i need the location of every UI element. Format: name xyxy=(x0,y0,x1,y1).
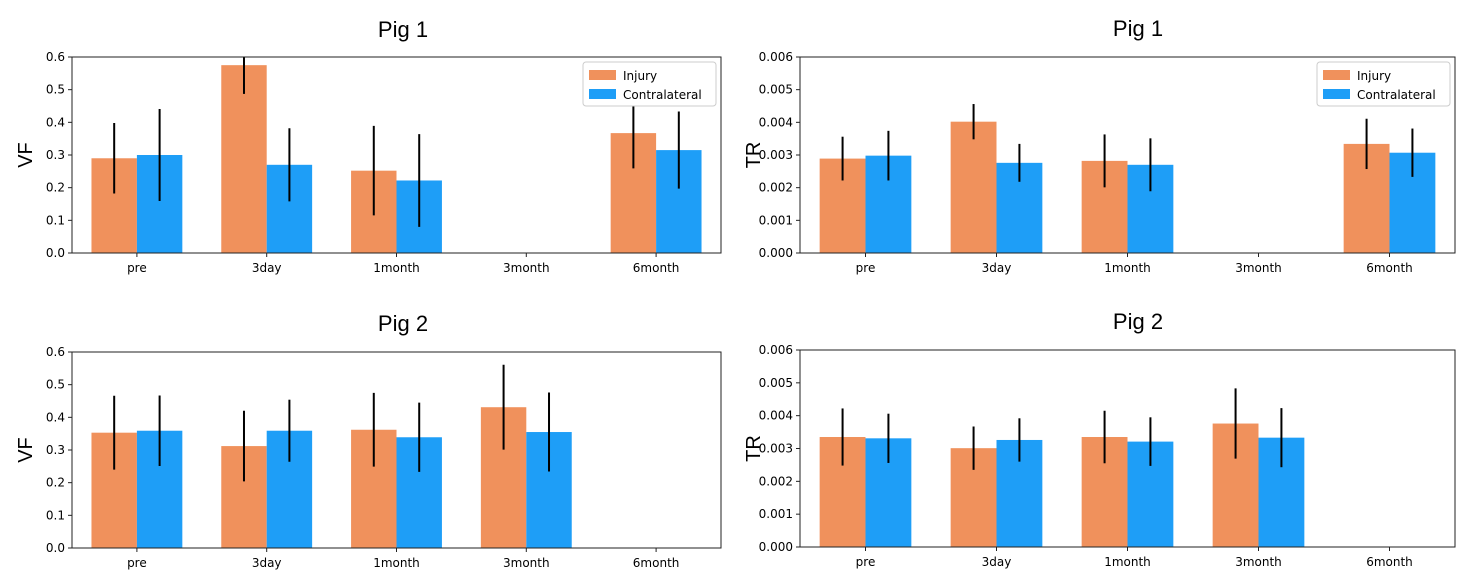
legend-label-contralateral: Contralateral xyxy=(1357,88,1436,102)
y-tick-label: 0.5 xyxy=(46,378,65,392)
legend-swatch-injury xyxy=(1323,70,1350,80)
x-tick-label: 3month xyxy=(503,261,550,275)
y-tick-label: 0.0 xyxy=(46,541,65,555)
x-tick-label: 3month xyxy=(1235,261,1282,275)
plot-area xyxy=(819,104,1436,253)
y-tick-label: 0.001 xyxy=(759,213,793,227)
y-axis-label: TR xyxy=(743,142,765,169)
plot-area xyxy=(819,388,1305,547)
y-tick-label: 0.001 xyxy=(759,507,793,521)
x-tick-label: 6month xyxy=(633,261,680,275)
y-axis-label: TR xyxy=(743,435,765,462)
x-tick-label: 6month xyxy=(633,556,680,570)
x-tick-label: pre xyxy=(127,556,147,570)
y-tick-label: 0.2 xyxy=(46,476,65,490)
plot-area xyxy=(91,364,572,548)
y-tick-label: 0.002 xyxy=(759,474,793,488)
x-tick-label: 3month xyxy=(1235,555,1282,569)
y-tick-label: 0.006 xyxy=(759,50,793,64)
legend-swatch-contralateral xyxy=(589,89,616,99)
y-tick-label: 0.1 xyxy=(46,508,65,522)
y-tick-label: 0.004 xyxy=(759,409,793,423)
x-tick-label: 6month xyxy=(1366,555,1413,569)
x-tick-label: 1month xyxy=(1104,261,1151,275)
legend-label-contralateral: Contralateral xyxy=(623,88,702,102)
y-tick-label: 0.005 xyxy=(759,376,793,390)
y-tick-label: 0.3 xyxy=(46,443,65,457)
x-tick-label: pre xyxy=(856,555,876,569)
x-tick-label: pre xyxy=(856,261,876,275)
y-tick-label: 0.000 xyxy=(759,540,793,554)
y-tick-label: 0.003 xyxy=(759,442,793,456)
legend: Injury Contralateral xyxy=(1316,61,1451,107)
y-tick-label: 0.2 xyxy=(46,181,65,195)
y-axis-label: VF xyxy=(15,437,37,463)
x-tick-label: 3day xyxy=(982,555,1012,569)
y-tick-label: 0.6 xyxy=(46,50,65,64)
x-tick-label: pre xyxy=(127,261,147,275)
y-tick-label: 0.002 xyxy=(759,181,793,195)
chart-panel-4: 0.000 0.001 0.002 0.003 0.004 0.005 0.006 pre 3d… xyxy=(743,309,1456,569)
x-tick-label: 1month xyxy=(373,556,420,570)
y-tick-label: 0.000 xyxy=(759,246,793,260)
legend-swatch-contralateral xyxy=(1323,89,1350,99)
chart-title: Pig 2 xyxy=(1113,309,1163,334)
chart-title: Pig 1 xyxy=(1113,16,1163,41)
y-tick-label: 0.005 xyxy=(759,83,793,97)
bar-injury-3day xyxy=(950,121,997,253)
x-tick-label: 6month xyxy=(1366,261,1413,275)
chart-title: Pig 2 xyxy=(378,311,428,336)
y-tick-label: 0.003 xyxy=(759,148,793,162)
legend-swatch-injury xyxy=(589,70,616,80)
y-tick-label: 0.0 xyxy=(46,246,65,260)
x-tick-label: 3day xyxy=(252,261,282,275)
y-tick-label: 0.004 xyxy=(759,115,793,129)
chart-title: Pig 1 xyxy=(378,17,428,42)
x-tick-label: 3day xyxy=(252,556,282,570)
legend-label-injury: Injury xyxy=(1357,69,1391,83)
chart-panel-3: 0.0 0.1 0.2 0.3 0.4 0.5 0.6 pre 3day 1month 3month… xyxy=(15,311,722,570)
legend-box xyxy=(1316,61,1451,107)
y-tick-label: 0.3 xyxy=(46,148,65,162)
y-tick-label: 0.006 xyxy=(759,343,793,357)
y-tick-label: 0.6 xyxy=(46,345,65,359)
legend: Injury Contralateral xyxy=(582,61,717,107)
chart-panel-2: 0.000 0.001 0.002 0.003 0.004 0.005 0.006 pre 3d… xyxy=(743,16,1456,275)
y-tick-label: 0.4 xyxy=(46,410,65,424)
plot-area xyxy=(91,57,702,253)
legend-label-injury: Injury xyxy=(623,69,657,83)
y-tick-label: 0.5 xyxy=(46,83,65,97)
x-tick-label: 3day xyxy=(982,261,1012,275)
x-tick-label: 1month xyxy=(1104,555,1151,569)
y-tick-label: 0.4 xyxy=(46,115,65,129)
y-tick-label: 0.1 xyxy=(46,213,65,227)
x-tick-label: 3month xyxy=(503,556,550,570)
legend-box xyxy=(582,61,717,107)
chart-panel-1: 0.0 0.1 0.2 0.3 0.4 0.5 0.6 pre 3day 1month 3month… xyxy=(15,17,722,275)
x-tick-label: 1month xyxy=(373,261,420,275)
bar-injury-3day xyxy=(221,65,267,253)
y-axis-label: VF xyxy=(15,142,37,168)
